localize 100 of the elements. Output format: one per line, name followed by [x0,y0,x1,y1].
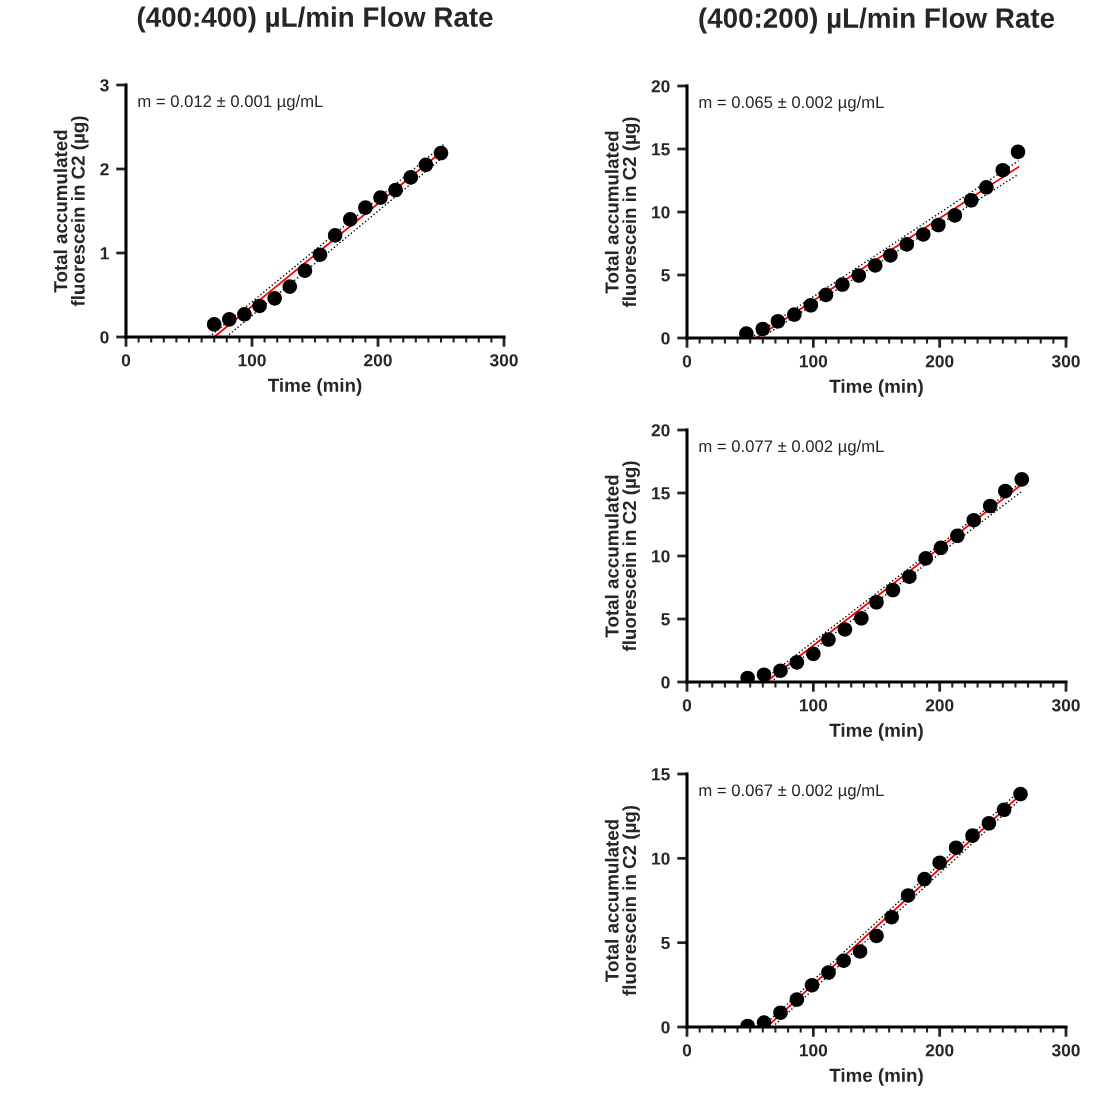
point [902,569,917,584]
point [267,291,282,306]
point [979,180,994,195]
point [789,992,805,1007]
x-tick-label: 0 [682,1044,692,1057]
y-tick-label: 5 [661,269,670,282]
point [282,279,298,294]
point [755,321,771,337]
point [756,1015,772,1027]
point [787,307,802,322]
point [965,828,980,843]
point [433,145,449,161]
point [883,248,898,263]
y-tick-label: 10 [652,206,670,219]
point [885,582,901,598]
y-tick-label: 5 [661,937,670,950]
x-tick-label: 100 [238,354,266,367]
chart-title: (400:200) µL/min Flow Rate [699,7,1055,34]
y-tick-label: 1 [100,247,109,260]
point [869,928,884,944]
point [773,1005,788,1020]
point [948,840,964,855]
point [818,287,834,303]
point [756,667,772,682]
point [932,855,947,870]
point [206,317,222,332]
y-tick-label: 15 [652,143,670,156]
x-tick-label: 0 [121,354,131,367]
point [358,200,373,215]
x-tick-label: 200 [925,699,954,712]
x-tick-label: 300 [1051,1044,1080,1057]
point [981,815,997,831]
y-tick-label: 20 [651,424,670,437]
annotation: m = 0.012 ± 0.001 µg/mL [138,94,323,111]
y-tick-label: 10 [652,852,670,865]
y-tick-label: 15 [652,768,670,781]
point [804,977,820,993]
point [789,655,805,670]
y-axis-title: Total accumulated fluorescein in C2 (µg) [604,805,640,996]
point [739,326,754,338]
point [821,965,836,980]
point [933,540,949,556]
annotation: m = 0.065 ± 0.002 µg/mL [699,95,884,112]
annotation: m = 0.067 ± 0.002 µg/mL [699,783,884,800]
point [803,297,819,313]
point [837,622,853,637]
point [222,312,237,327]
point [996,802,1012,818]
x-tick-label: 0 [682,699,692,712]
x-tick-label: 300 [489,354,518,367]
annotation: m = 0.077 ± 0.002 µg/mL [699,439,884,456]
point [852,944,868,959]
point [297,263,313,278]
x-axis-title: Time (min) [829,723,923,741]
point [867,258,883,273]
x-tick-label: 300 [1051,699,1080,712]
point [312,247,328,262]
x-tick-label: 200 [925,1044,954,1057]
point [327,228,343,243]
point [854,610,869,626]
point [237,307,252,322]
x-tick-label: 100 [799,699,828,712]
point [373,190,388,205]
y-tick-label: 5 [661,613,670,626]
x-axis-title: Time (min) [267,378,362,396]
point [388,182,403,198]
point [899,237,915,252]
point [947,208,963,223]
point [869,594,884,610]
y-tick-label: 15 [652,487,670,500]
point [836,953,851,968]
point [915,227,931,242]
y-tick-label: 0 [661,332,670,345]
point [884,909,899,925]
y-axis-title: Total accumulated fluorescein in C2 (µg) [53,116,89,307]
point [773,663,788,678]
point [418,157,434,173]
point [1013,786,1028,802]
point [1014,472,1030,487]
y-tick-label: 2 [100,163,109,176]
y-tick-label: 10 [652,550,670,563]
point [998,483,1013,499]
y-tick-label: 0 [661,1021,670,1034]
point [950,528,965,544]
x-tick-label: 100 [799,355,828,368]
x-tick-label: 100 [799,1044,828,1057]
point [982,498,998,514]
y-tick-label: 0 [661,676,670,689]
y-axis-title: Total accumulated fluorescein in C2 (µg) [604,117,640,308]
x-tick-label: 300 [1051,355,1080,368]
x-tick-label: 0 [682,355,692,368]
point [403,170,419,185]
point [1010,144,1026,160]
y-tick-label: 3 [100,79,109,92]
x-axis-title: Time (min) [829,1068,923,1086]
point [252,298,267,314]
point [821,632,836,647]
point [966,512,982,528]
point [963,193,979,208]
x-tick-label: 200 [364,354,392,367]
